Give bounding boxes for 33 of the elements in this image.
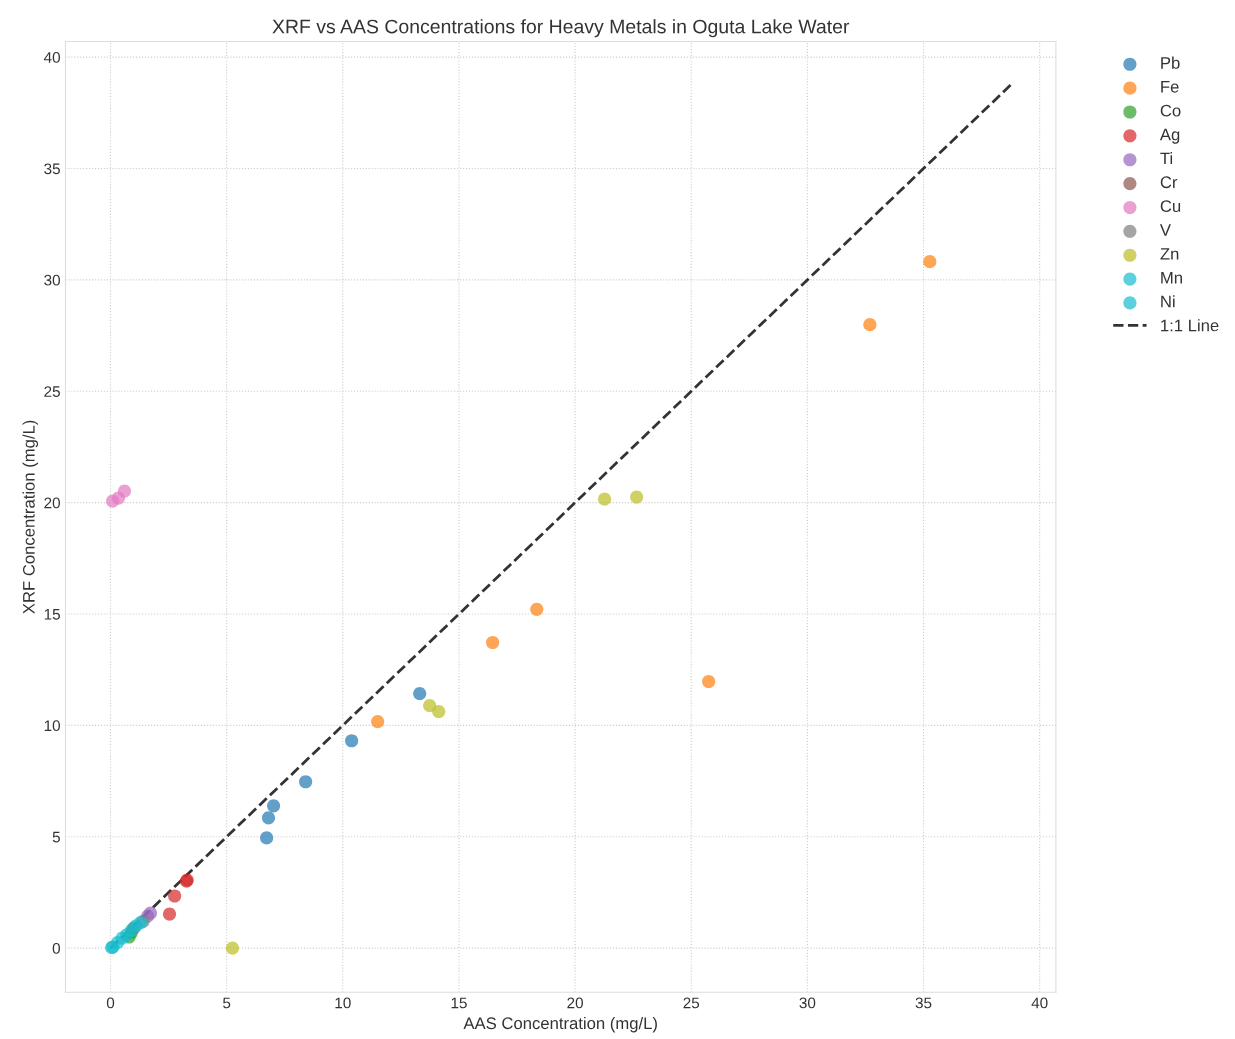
x-tick-label: 0	[106, 997, 115, 1009]
x-tick-label: 5	[223, 997, 231, 1009]
x-tick-label: 20	[567, 997, 583, 1009]
legend-label: Ti	[1160, 152, 1173, 165]
y-tick-label: 20	[44, 497, 60, 509]
y-tick-label: 15	[44, 609, 60, 620]
legend-label: Co	[1160, 104, 1181, 117]
legend-label: 1:1 Line	[1161, 319, 1219, 332]
legend-label: Pb	[1161, 56, 1180, 69]
x-tick-label: 10	[335, 997, 351, 1009]
x-tick-label: 25	[683, 997, 700, 1009]
chart-title: XRF vs AAS Concentrations for Heavy Metals in Oguta Lake Water	[272, 19, 850, 38]
legend-label: Mn	[1161, 272, 1182, 284]
y-tick-label: 0	[52, 943, 60, 954]
x-tick-label: 40	[1031, 997, 1048, 1009]
legend-label: Zn	[1160, 248, 1179, 260]
x-tick-label: 15	[451, 997, 467, 1009]
x-tick-label: 30	[799, 997, 816, 1009]
y-tick-label: 10	[44, 720, 60, 732]
x-tick-label: 35	[915, 997, 932, 1009]
y-tick-label: 25	[44, 386, 60, 397]
legend-label: Ni	[1161, 295, 1175, 308]
legend-label: Fe	[1161, 81, 1179, 93]
y-tick-label: 30	[44, 274, 60, 286]
legend-label: Ag	[1159, 128, 1180, 144]
legend-label: V	[1159, 224, 1171, 236]
y-tick-label: 40	[43, 52, 60, 63]
x-axis-title: AAS Concentration (mg/L)	[463, 1016, 657, 1033]
legend-label: Cu	[1160, 200, 1181, 213]
y-tick-label: 5	[52, 831, 60, 843]
y-tick-label: 35	[44, 163, 60, 175]
y-axis-title: XRF Concentration (mg/L)	[22, 420, 39, 614]
legend-label: Cr	[1160, 176, 1178, 189]
